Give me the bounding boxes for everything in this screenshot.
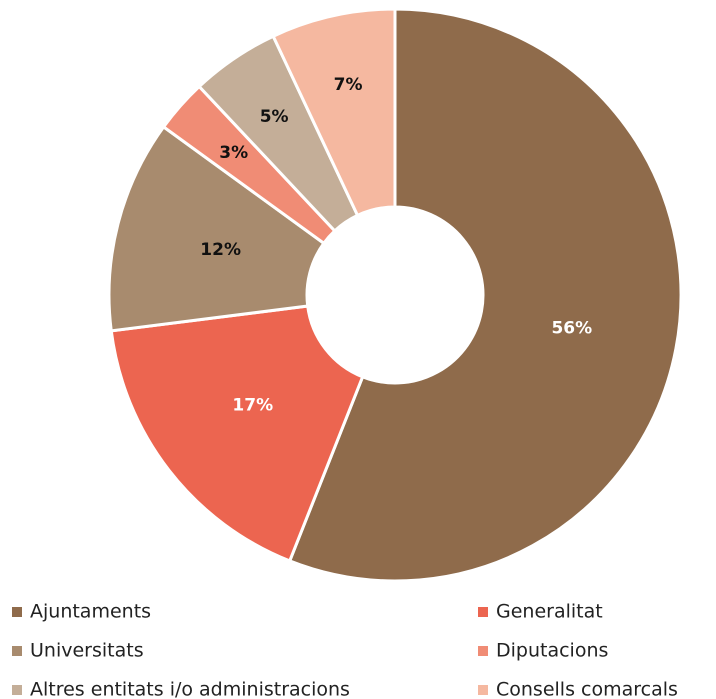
legend-label: Consells comarcals — [496, 679, 678, 699]
legend-label: Generalitat — [496, 601, 603, 623]
legend-label: Diputacions — [496, 640, 608, 662]
donut-slice — [107, 124, 326, 333]
donut-slice — [287, 7, 683, 583]
legend-swatch — [12, 646, 22, 656]
legend-swatch — [478, 685, 488, 695]
value-label: 56% — [551, 319, 592, 339]
legend-swatch — [478, 646, 488, 656]
legend-swatch — [478, 607, 488, 617]
value-label: 5% — [260, 107, 289, 127]
legend-swatch — [12, 607, 22, 617]
legend-label: Altres entitats i/o administracions — [30, 679, 350, 699]
donut-slice — [109, 304, 365, 563]
value-label: 3% — [219, 143, 248, 163]
donut-slice — [271, 7, 397, 218]
legend-label: Ajuntaments — [30, 601, 151, 623]
legend-label: Universitats — [30, 640, 144, 662]
legend-swatch — [12, 685, 22, 695]
value-label: 7% — [334, 75, 363, 95]
value-label: 12% — [200, 240, 241, 260]
value-label: 17% — [232, 395, 273, 415]
